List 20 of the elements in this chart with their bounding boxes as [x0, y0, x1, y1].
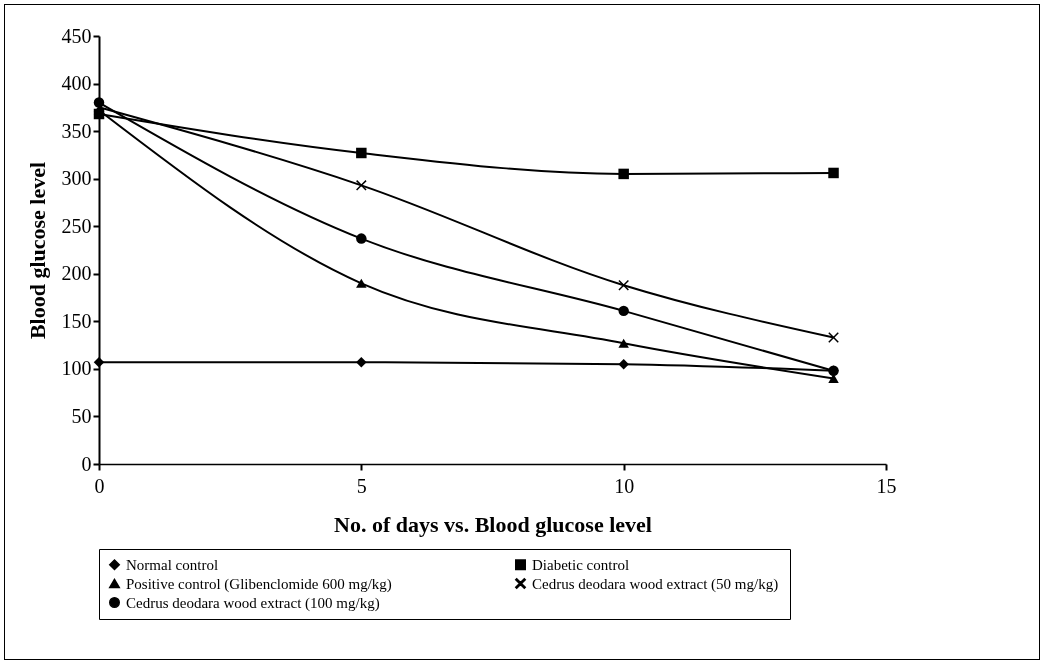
y-tick-label: 0 — [81, 452, 92, 475]
y-tick-label: 200 — [61, 262, 92, 285]
x-tick-label: 5 — [356, 474, 367, 497]
y-tick-label: 450 — [61, 24, 92, 47]
y-tick-label: 300 — [61, 167, 92, 190]
y-tick-label: 100 — [61, 357, 92, 380]
x-tick-label: 10 — [614, 474, 635, 497]
x-tick-label: 15 — [876, 474, 897, 497]
y-axis-title: Blood glucose level — [24, 161, 50, 340]
legend-label: Cedrus deodara wood extract (100 mg/kg) — [126, 594, 380, 612]
y-tick-label: 350 — [61, 119, 92, 142]
legend-label: Cedrus deodara wood extract (50 mg/kg) — [532, 575, 779, 593]
y-tick-label: 50 — [71, 404, 92, 427]
y-tick-label: 150 — [61, 309, 92, 332]
y-tick-label: 250 — [61, 214, 92, 237]
legend-label: Diabetic control — [532, 556, 630, 573]
y-tick-label: 400 — [61, 72, 92, 95]
legend-label: Normal control — [126, 556, 219, 573]
legend-label: Positive control (Glibenclomide 600 mg/kg) — [126, 575, 392, 593]
x-axis-title: No. of days vs. Blood glucose level — [334, 511, 652, 537]
